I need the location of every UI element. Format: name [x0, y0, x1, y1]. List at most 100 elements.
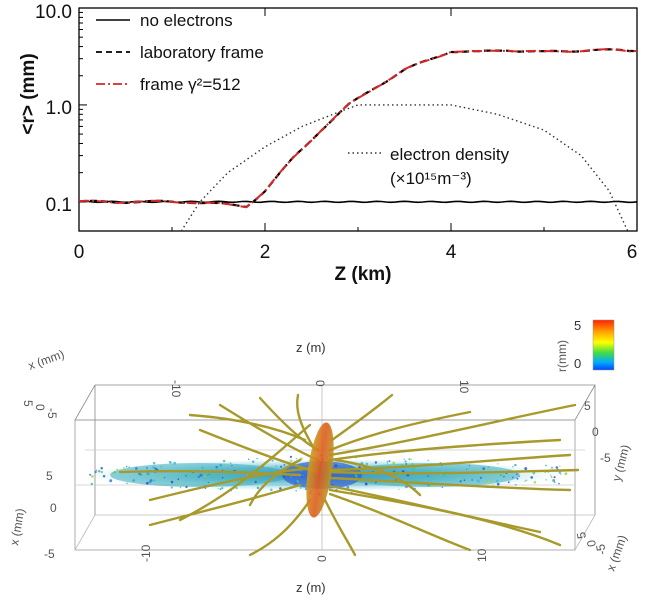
x-tick-label-2: 4: [446, 242, 457, 263]
electron-particle: [524, 480, 526, 482]
electron-particle: [275, 465, 278, 467]
electron-particle: [111, 471, 115, 475]
field-line: [248, 458, 302, 507]
electron-particle: [100, 467, 103, 470]
electron-particle: [154, 467, 158, 471]
electron-particle: [290, 459, 293, 462]
field-line: [328, 488, 562, 547]
field-line: [328, 438, 562, 462]
electron-particle: [356, 476, 358, 479]
z-tick-bottom-1: 0: [315, 555, 329, 562]
x-axis-title: Z (km): [335, 264, 392, 285]
electron-particle: [518, 475, 520, 478]
electron-particle: [160, 465, 163, 468]
electron-particle: [559, 465, 561, 467]
field-line: [328, 468, 580, 475]
electron-particle: [100, 470, 104, 474]
z-tick-top-1: 0: [313, 380, 327, 387]
right-tick-bottom-1: 0: [584, 539, 599, 548]
electron-particle: [98, 471, 101, 473]
electron-particle: [488, 476, 490, 479]
electron-particle: [256, 457, 258, 460]
electron-particle: [221, 487, 224, 490]
electron-particle: [558, 471, 562, 474]
x-axis-title-left-bottom: x (mm): [7, 507, 27, 546]
electron-particle: [499, 473, 503, 477]
electron-particle: [254, 478, 257, 481]
electron-particle: [208, 473, 210, 476]
z-tick-top-2: 10: [457, 380, 471, 394]
field-line: [333, 458, 422, 497]
field-line: [178, 423, 312, 522]
electron-particle: [152, 465, 155, 469]
electron-particle: [295, 458, 298, 460]
electron-particle: [550, 466, 554, 469]
electron-particle: [289, 475, 291, 478]
electron-particle: [228, 477, 231, 480]
field-line: [328, 476, 572, 492]
electron-particle: [503, 475, 505, 478]
series-line-frame-gamma: [78, 48, 638, 209]
left-tick-top-1: 0: [33, 404, 47, 411]
right-tick-2: -5: [600, 451, 611, 465]
electron-particle: [146, 472, 150, 476]
electron-particle: [95, 469, 98, 471]
left-tick-top-0: 5: [21, 400, 35, 407]
electron-particle: [211, 473, 213, 475]
plot-frame: [78, 7, 638, 232]
electron-particle: [153, 479, 156, 482]
electron-particle: [254, 480, 257, 483]
electron-particle: [91, 475, 94, 478]
right-tick-bottom-0: 5: [574, 531, 589, 540]
electron-particle: [125, 465, 128, 468]
electron-particle: [271, 459, 274, 462]
field-lines: [118, 393, 580, 557]
electron-particle: [123, 468, 125, 470]
electron-particle: [179, 486, 182, 489]
electron-particle: [457, 478, 460, 481]
colorbar-gradient: [592, 319, 615, 371]
electron-particle: [388, 460, 391, 463]
electron-particle: [564, 472, 568, 476]
field-line: [323, 498, 357, 557]
electron-particle: [299, 486, 302, 489]
electron-particle: [487, 466, 490, 469]
field-line: [296, 393, 317, 452]
electron-particle: [231, 465, 233, 467]
legend: no electrons laboratory frame frame γ²=5…: [96, 11, 510, 188]
field-line: [328, 492, 472, 552]
electron-particle: [270, 488, 273, 492]
electron-particle: [222, 459, 226, 463]
electron-particle: [94, 470, 97, 474]
series-line-laboratory-frame: [78, 48, 637, 209]
y-axis-title: <r> (mm): [18, 53, 39, 134]
electron-particle: [550, 476, 553, 478]
electron-particle: [468, 464, 471, 467]
right-tick-0: 5: [584, 399, 591, 413]
colorbar-title: r(mm): [555, 340, 569, 372]
x-axis-title-left-top: x (mm): [26, 347, 66, 373]
y-axis-title-right: y (mm): [609, 443, 632, 483]
electron-particle: [163, 476, 166, 479]
electron-particle: [482, 467, 486, 471]
electron-particle: [545, 464, 547, 467]
electron-particle: [170, 480, 174, 484]
electron-particle: [204, 475, 207, 478]
colorbar: 5 0 r(mm): [555, 318, 615, 372]
electron-particle: [533, 481, 537, 484]
axis-ticks: [78, 7, 638, 231]
electron-particle: [545, 479, 547, 481]
electron-particle: [364, 482, 368, 486]
electron-particle: [516, 477, 519, 480]
electron-particle: [514, 463, 517, 467]
electron-particle: [302, 474, 304, 476]
electron-particle: [235, 486, 238, 490]
electron-particle: [201, 466, 204, 469]
central-spindle: [306, 422, 334, 518]
electron-particle: [294, 481, 298, 484]
left-tick-0: 5: [46, 469, 53, 483]
electron-particle: [476, 479, 480, 483]
z-axis-title-top: z (m): [296, 340, 326, 355]
legend-label-no-electrons: no electrons: [140, 11, 233, 30]
electron-particle: [404, 462, 408, 466]
